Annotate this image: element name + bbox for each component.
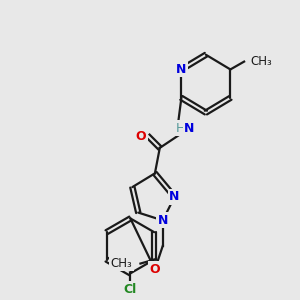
- Text: O: O: [150, 263, 160, 276]
- Text: CH₃: CH₃: [250, 55, 272, 68]
- Text: H: H: [176, 122, 185, 135]
- Text: N: N: [184, 122, 194, 135]
- Text: CH₃: CH₃: [111, 257, 133, 270]
- Text: N: N: [169, 190, 180, 203]
- Text: N: N: [158, 214, 168, 227]
- Text: N: N: [176, 63, 187, 76]
- Text: O: O: [136, 130, 146, 142]
- Text: Cl: Cl: [124, 283, 137, 296]
